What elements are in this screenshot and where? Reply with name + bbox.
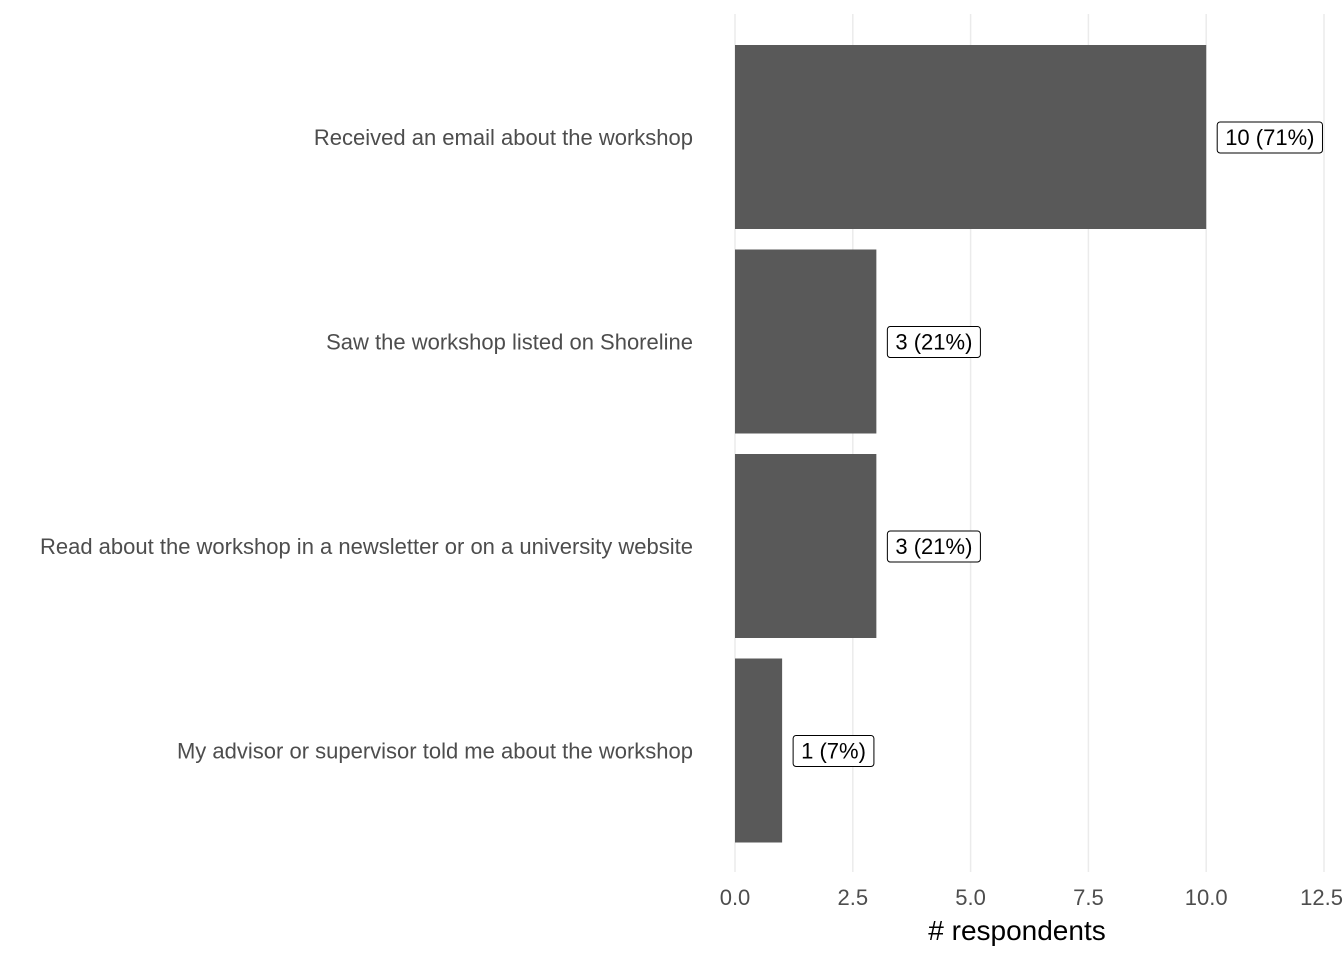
data-label-box-3 (792, 735, 875, 767)
data-label-2: 3 (21%) (886, 530, 981, 563)
data-label-box-0 (1216, 121, 1323, 154)
data-label-text-2: 3 (21%) (895, 534, 972, 559)
bar-0 (735, 45, 1207, 229)
bar-2 (735, 454, 877, 638)
data-label-text-1: 3 (21%) (895, 330, 972, 355)
x-tick-label-1: 2.5 (838, 885, 869, 910)
bar-3 (735, 658, 783, 843)
data-label-text-0: 10 (71%) (1225, 125, 1314, 150)
data-label-3: 1 (7%) (792, 735, 875, 767)
category-labels: Received an email about the workshop Saw … (40, 125, 693, 764)
x-tick-label-5: 12.5 (1300, 885, 1343, 910)
data-label-0: 10 (71%) (1216, 121, 1323, 154)
x-tick-label-2: 5.0 (955, 885, 986, 910)
category-label-1: Saw the workshop listed on Shoreline (326, 330, 693, 355)
data-labels: 10 (71%) 3 (21%) 3 (21%) 1 (7%) (792, 121, 1323, 767)
data-label-box-1 (886, 326, 981, 358)
category-label-2: Read about the workshop in a newsletter … (40, 534, 693, 559)
data-label-text-3: 1 (7%) (801, 739, 866, 764)
data-label-box-2 (886, 530, 981, 563)
x-tick-label-3: 7.5 (1073, 885, 1104, 910)
data-label-1: 3 (21%) (886, 326, 981, 358)
bars (735, 45, 1207, 843)
x-tick-label-4: 10.0 (1185, 885, 1228, 910)
x-tick-label-0: 0.0 (720, 885, 751, 910)
bar-1 (735, 249, 877, 434)
category-label-3: My advisor or supervisor told me about t… (177, 739, 693, 764)
x-axis-tick-labels: 0.0 2.5 5.0 7.5 10.0 12.5 (720, 885, 1343, 910)
x-axis-title: # respondents (928, 915, 1105, 946)
category-label-0: Received an email about the workshop (314, 125, 693, 150)
